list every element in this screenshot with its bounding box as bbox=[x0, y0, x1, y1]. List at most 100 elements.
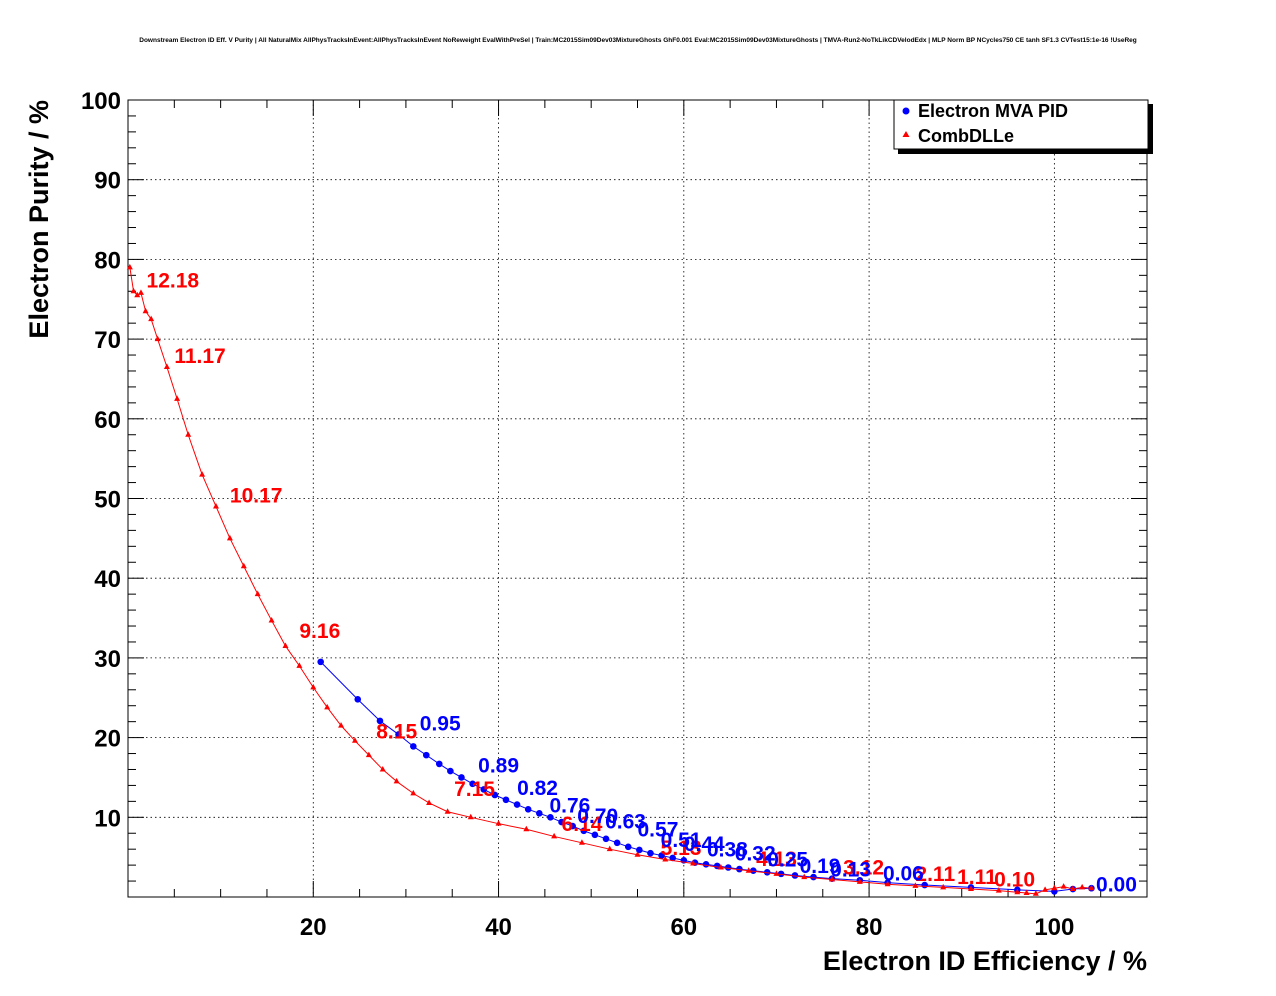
mva-threshold-label: 0.32 bbox=[735, 842, 776, 865]
combdlle-threshold-label: 4.13 bbox=[756, 848, 797, 871]
y-tick-label: 20 bbox=[94, 726, 121, 753]
combdlle-point bbox=[338, 722, 345, 728]
chart-title: Downstream Electron ID Eff. V Purity | A… bbox=[139, 37, 1136, 44]
combdlle-point bbox=[1088, 884, 1095, 891]
mva-point bbox=[810, 873, 817, 881]
combdlle-point bbox=[1042, 886, 1049, 892]
combdlle-point bbox=[467, 813, 474, 820]
combdlle-point bbox=[634, 851, 641, 857]
mva-point bbox=[613, 839, 621, 847]
combdlle-point bbox=[995, 887, 1002, 893]
mva-point bbox=[702, 861, 710, 868]
data-series bbox=[126, 263, 1095, 896]
combdlle-point bbox=[426, 799, 433, 805]
combdlle-point bbox=[282, 642, 289, 648]
combdlle-point bbox=[393, 777, 400, 784]
combdlle-threshold-label: 5.13 bbox=[661, 837, 702, 860]
combdlle-point bbox=[606, 845, 613, 852]
x-axis-title: Electron ID Efficiency / % bbox=[823, 946, 1147, 976]
mva-threshold-label: 0.38 bbox=[707, 838, 748, 861]
x-tick-label: 60 bbox=[670, 914, 697, 941]
combdlle-point bbox=[310, 683, 317, 690]
combdlle-point bbox=[142, 307, 149, 314]
combdlle-point bbox=[884, 880, 891, 887]
combdlle-point bbox=[174, 395, 181, 401]
combdlle-point bbox=[444, 808, 451, 814]
mva-point bbox=[354, 696, 362, 703]
combdlle-point bbox=[1079, 883, 1086, 890]
mva-threshold-label: 0.82 bbox=[517, 777, 558, 800]
mva-point bbox=[658, 852, 665, 859]
combdlle-point bbox=[365, 751, 372, 758]
combdlle-point bbox=[296, 662, 303, 668]
combdlle-threshold-label: 12.18 bbox=[147, 269, 200, 292]
y-tick-label: 10 bbox=[94, 805, 121, 832]
combdlle-point bbox=[137, 289, 144, 295]
combdlle-point bbox=[1032, 890, 1039, 896]
combdlle-point bbox=[240, 562, 247, 569]
combdlle-point bbox=[1069, 885, 1076, 892]
combdlle-point bbox=[662, 856, 669, 862]
mva-point bbox=[524, 806, 532, 813]
x-tick-label: 20 bbox=[300, 914, 327, 941]
combdlle-point bbox=[213, 502, 220, 509]
combdlle-threshold-label: 7.15 bbox=[454, 778, 495, 801]
combdlle-threshold-label: 3.12 bbox=[843, 857, 884, 880]
combdlle-point bbox=[254, 590, 261, 597]
combdlle-point bbox=[226, 534, 233, 541]
mva-point bbox=[376, 717, 384, 725]
y-tick-label: 100 bbox=[81, 88, 121, 115]
combdlle-point bbox=[185, 431, 192, 437]
mva-point bbox=[791, 872, 799, 879]
combdlle-point bbox=[126, 263, 133, 270]
combdlle-point bbox=[829, 875, 836, 882]
mva-point bbox=[513, 801, 521, 808]
combdlle-point bbox=[148, 315, 155, 322]
y-tick-label: 30 bbox=[94, 646, 121, 673]
mva-point bbox=[777, 870, 785, 878]
combdlle-point bbox=[912, 882, 919, 888]
x-tick-label: 40 bbox=[485, 914, 512, 941]
combdlle-threshold-label: 11.17 bbox=[174, 345, 225, 368]
combdlle-point bbox=[1023, 889, 1030, 896]
combdlle-threshold-label: 10.17 bbox=[230, 484, 283, 507]
x-tick-label: 100 bbox=[1034, 914, 1074, 941]
combdlle-point bbox=[773, 870, 780, 876]
mva-point bbox=[547, 814, 554, 821]
mva-point bbox=[317, 658, 324, 666]
mva-point bbox=[591, 831, 599, 839]
y-tick-label: 60 bbox=[94, 407, 121, 434]
combdlle-point bbox=[523, 825, 530, 832]
mva-point bbox=[569, 822, 576, 830]
mva-threshold-label: 0.89 bbox=[478, 755, 519, 778]
combdlle-point bbox=[578, 839, 585, 845]
mva-threshold-label: 0.25 bbox=[767, 849, 808, 872]
mva-point bbox=[624, 843, 632, 851]
legend-box bbox=[893, 99, 1149, 150]
combdlle-point bbox=[745, 867, 752, 873]
mva-threshold-label: 0.13 bbox=[830, 858, 871, 881]
mva-point bbox=[558, 818, 565, 826]
mva-threshold-label: 0.63 bbox=[605, 810, 646, 833]
combdlle-threshold-label: 0.10 bbox=[994, 869, 1035, 892]
data-labels: 12.18 11.17 10.17 9.16 8.15 7.15 6.14 5.13 4.13 3… bbox=[147, 269, 1137, 896]
combdlle-point bbox=[268, 616, 275, 623]
combdlle-point bbox=[134, 291, 141, 298]
y-tick-label: 80 bbox=[94, 247, 121, 274]
combdlle-point bbox=[940, 883, 947, 890]
combdlle-point bbox=[351, 737, 358, 743]
mva-point bbox=[422, 751, 430, 759]
combdlle-point bbox=[154, 335, 161, 342]
combdlle-point bbox=[717, 864, 724, 870]
combdlle-point bbox=[856, 878, 863, 884]
legend-label-combdlle: CombDLLe bbox=[918, 126, 1014, 146]
y-tick-label: 50 bbox=[94, 487, 121, 514]
combdlle-point bbox=[801, 873, 808, 880]
combdlle-threshold-label: 9.16 bbox=[299, 620, 340, 643]
combdlle-point bbox=[551, 832, 558, 839]
combdlle-threshold-label: 2.11 bbox=[915, 863, 955, 886]
mva-point bbox=[647, 849, 654, 857]
mva-threshold-label: 0.57 bbox=[638, 818, 679, 841]
mva-point bbox=[602, 835, 610, 843]
mva-point bbox=[458, 774, 465, 781]
